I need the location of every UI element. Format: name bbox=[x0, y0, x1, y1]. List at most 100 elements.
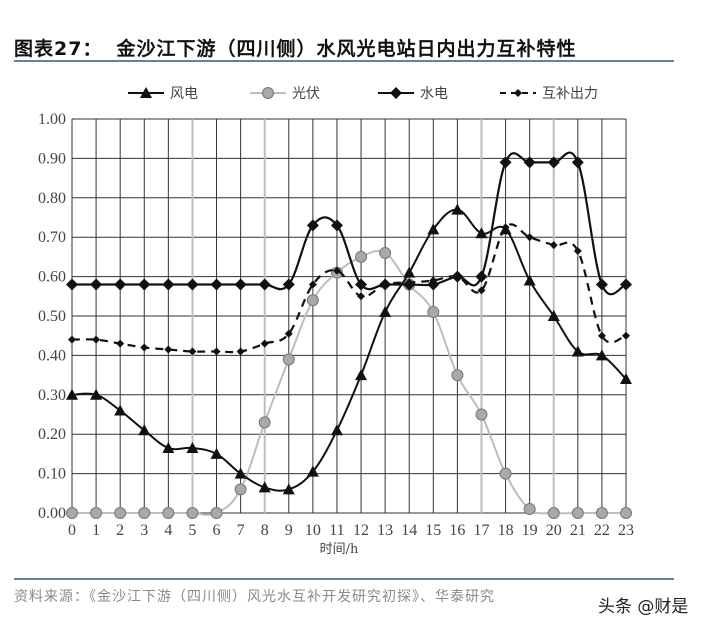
diamond-marker bbox=[66, 278, 78, 291]
x-tick-label: 19 bbox=[522, 522, 538, 539]
triangle-marker bbox=[138, 424, 151, 436]
legend-label: 风电 bbox=[170, 86, 198, 102]
legend-label: 光伏 bbox=[292, 86, 320, 102]
diamond-marker bbox=[403, 278, 416, 291]
diamond-marker bbox=[390, 87, 402, 99]
triangle-marker bbox=[595, 349, 608, 361]
diamond-marker bbox=[162, 278, 175, 291]
diamond-marker bbox=[186, 278, 199, 291]
circle-marker bbox=[138, 507, 151, 519]
x-tick-label: 15 bbox=[425, 522, 441, 539]
diamond-marker bbox=[114, 278, 127, 291]
x-tick-label: 10 bbox=[305, 522, 321, 539]
dot-marker bbox=[573, 246, 582, 255]
legend-label: 互补出力 bbox=[542, 86, 598, 102]
diamond-marker bbox=[210, 278, 223, 291]
circle-marker bbox=[282, 353, 295, 366]
watermark: 头条 @财是 bbox=[598, 597, 689, 617]
triangle-marker bbox=[547, 310, 560, 321]
y-tick-label: 1.00 bbox=[38, 111, 66, 128]
x-tick-label: 7 bbox=[237, 522, 245, 539]
x-tick-label: 20 bbox=[546, 522, 562, 539]
dot-marker bbox=[68, 335, 76, 344]
y-tick-label: 0.50 bbox=[38, 308, 66, 325]
diamond-marker bbox=[138, 278, 151, 291]
y-tick-label: 0.20 bbox=[38, 426, 66, 443]
diamond-marker bbox=[499, 156, 512, 169]
dot-marker bbox=[140, 343, 149, 352]
y-tick-label: 0.70 bbox=[38, 229, 66, 246]
dot-marker bbox=[92, 335, 101, 344]
chart-title-prefix: 图表27： bbox=[14, 38, 103, 60]
y-tick-label: 0.30 bbox=[38, 387, 66, 404]
circle-marker bbox=[499, 467, 512, 480]
y-tick-label: 0.40 bbox=[38, 347, 66, 364]
x-tick-label: 0 bbox=[68, 522, 76, 539]
x-tick-label: 11 bbox=[329, 522, 344, 539]
y-tick-label: 0.60 bbox=[38, 269, 66, 286]
series-2 bbox=[66, 151, 632, 296]
circle-marker bbox=[571, 507, 584, 519]
x-tick-label: 13 bbox=[377, 522, 393, 539]
diamond-marker bbox=[234, 278, 247, 291]
diamond-marker bbox=[282, 278, 295, 291]
diamond-marker bbox=[547, 156, 560, 169]
dot-marker bbox=[308, 280, 317, 289]
x-tick-label: 23 bbox=[618, 522, 634, 539]
circle-marker bbox=[186, 507, 199, 519]
x-tick-label: 6 bbox=[213, 522, 221, 539]
y-tick-label: 0.80 bbox=[38, 190, 66, 207]
dot-marker bbox=[212, 347, 221, 356]
circle-marker bbox=[162, 507, 175, 519]
footer-divider bbox=[14, 578, 674, 580]
title-divider bbox=[14, 60, 674, 62]
x-tick-label: 9 bbox=[285, 522, 293, 539]
diamond-marker bbox=[355, 278, 368, 291]
x-tick-label: 21 bbox=[570, 522, 586, 539]
dot-marker bbox=[116, 339, 125, 348]
series-line bbox=[71, 151, 627, 296]
dot-marker bbox=[597, 331, 606, 340]
triangle-marker bbox=[66, 388, 78, 400]
triangle-marker bbox=[210, 447, 223, 459]
circle-marker bbox=[66, 507, 78, 519]
triangle-marker bbox=[258, 481, 271, 493]
series-1 bbox=[66, 246, 632, 519]
circle-marker bbox=[90, 507, 103, 519]
triangle-marker bbox=[162, 441, 175, 453]
source-note: 资料来源：《金沙江下游（四川侧）风光水互补开发研究初探》、华泰研究 bbox=[14, 589, 495, 605]
circle-marker bbox=[306, 294, 319, 307]
diamond-marker bbox=[379, 278, 392, 291]
x-tick-label: 8 bbox=[261, 522, 269, 539]
triangle-marker bbox=[306, 465, 319, 477]
x-tick-label: 18 bbox=[498, 522, 514, 539]
diamond-marker bbox=[427, 278, 440, 291]
series-0 bbox=[66, 203, 632, 495]
circle-marker bbox=[210, 507, 223, 519]
triangle-marker bbox=[427, 223, 440, 235]
circle-marker bbox=[379, 246, 392, 259]
triangle-marker bbox=[330, 424, 343, 436]
chart-title-text: 金沙江下游（四川侧）水风光电站日内出力互补特性 bbox=[116, 38, 577, 60]
series-3 bbox=[68, 223, 630, 356]
x-axis-label: 时间/h bbox=[320, 542, 359, 557]
triangle-marker bbox=[451, 203, 464, 215]
circle-marker bbox=[620, 507, 632, 519]
x-tick-label: 1 bbox=[92, 522, 100, 539]
series-line bbox=[71, 223, 627, 354]
dot-marker bbox=[549, 241, 558, 250]
x-tick-label: 12 bbox=[353, 522, 369, 539]
dot-marker bbox=[501, 223, 510, 232]
circle-marker bbox=[258, 416, 271, 429]
triangle-marker bbox=[90, 388, 103, 400]
x-tick-label: 22 bbox=[594, 522, 610, 539]
triangle-marker bbox=[523, 274, 536, 286]
triangle-marker bbox=[234, 467, 247, 479]
triangle-marker bbox=[186, 441, 199, 453]
dot-marker bbox=[332, 266, 341, 275]
x-tick-label: 14 bbox=[401, 522, 417, 539]
y-tick-label: 0.00 bbox=[38, 505, 66, 522]
circle-marker bbox=[114, 507, 127, 519]
grid: 0.00 0.10 0.20 0.30 0.40 0.50 0.60 0.70 0.80 0.90… bbox=[38, 111, 634, 539]
